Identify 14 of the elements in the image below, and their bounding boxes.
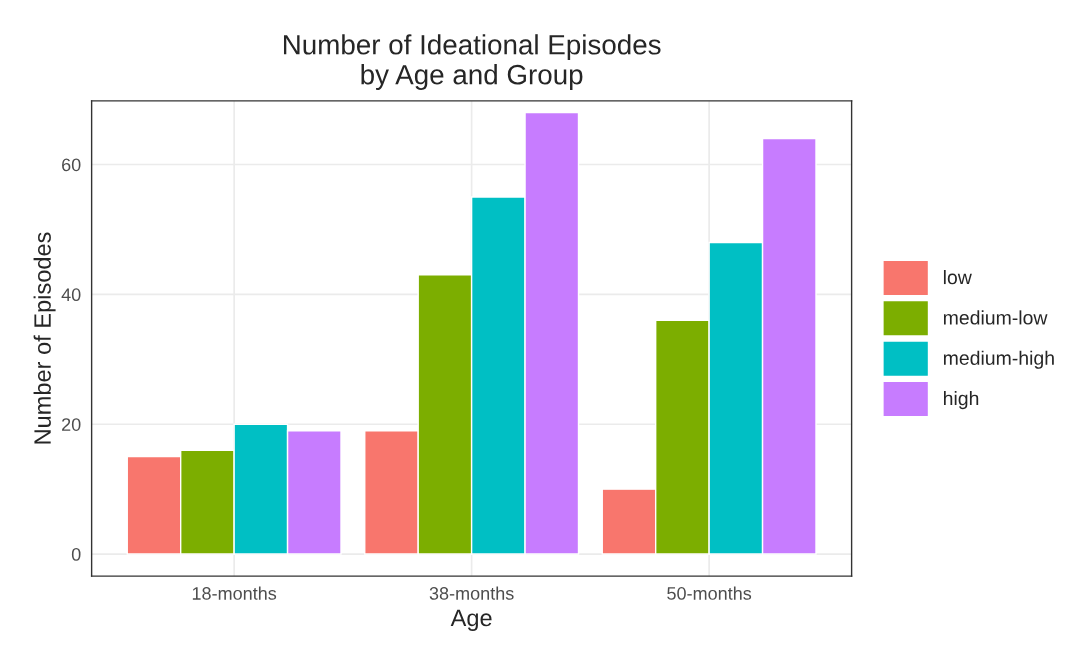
y-tick-label: 60 xyxy=(62,158,81,172)
legend-label: medium-low xyxy=(943,310,1048,325)
legend-label: high xyxy=(944,391,979,410)
legend-label: medium-high xyxy=(943,350,1054,369)
y-axis-title: Number of Episodes xyxy=(33,232,56,444)
legend-label: low xyxy=(943,269,972,285)
x-tick-label: 50-months xyxy=(667,586,752,600)
x-axis-title: Age xyxy=(450,609,492,631)
x-tick-label: 38-months xyxy=(429,586,514,600)
chart-title: Number of Ideational Episodes by Age and Group xyxy=(283,34,661,90)
x-tick-label: 18-months xyxy=(192,586,277,600)
y-tick-label: 20 xyxy=(62,418,81,431)
y-tick-label: 0 xyxy=(71,548,81,561)
y-tick-label: 40 xyxy=(61,288,81,302)
